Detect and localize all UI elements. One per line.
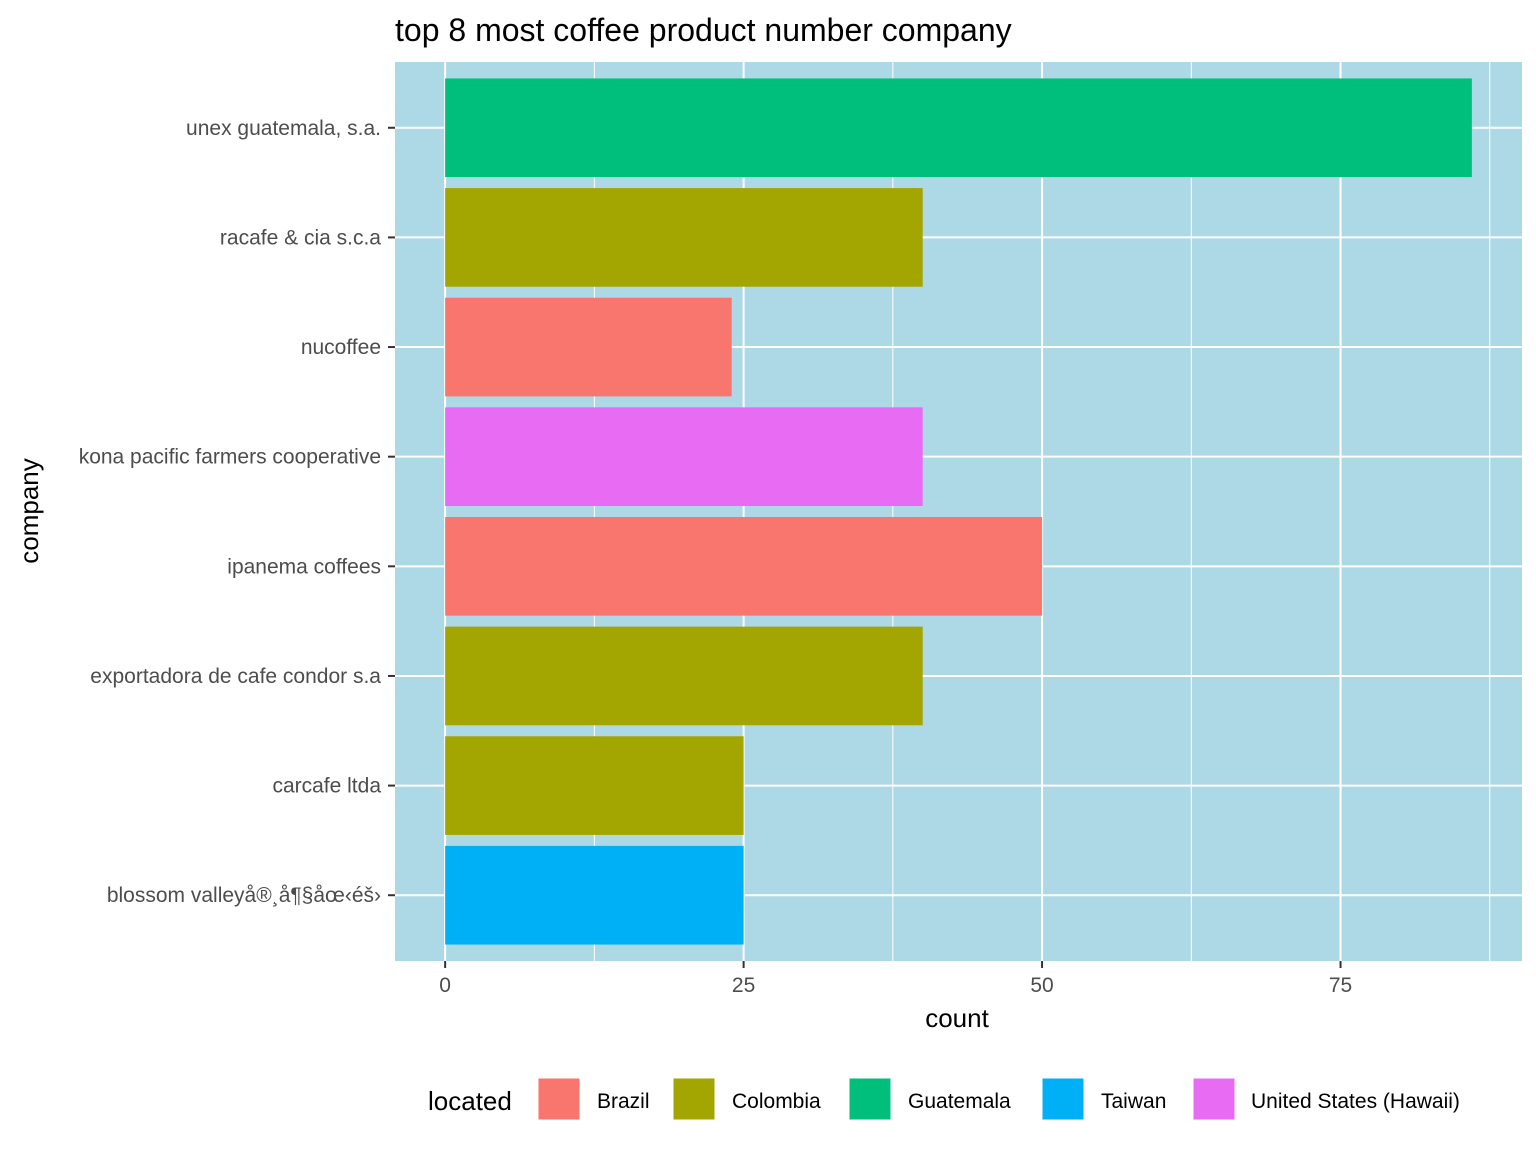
x-tick-label: 75 — [1329, 974, 1352, 997]
x-tick-label: 25 — [732, 974, 755, 997]
bars — [445, 78, 1472, 945]
legend-key — [1041, 1077, 1085, 1121]
bar — [445, 845, 744, 945]
bar — [445, 78, 1472, 178]
x-tick-label: 50 — [1030, 974, 1053, 997]
y-axis: unex guatemala, s.a. racafe & cia s.c.a nu… — [79, 117, 395, 907]
legend-title: located — [428, 1086, 512, 1116]
y-tick-label: carcafe ltda — [272, 775, 381, 798]
legend-key — [1192, 1077, 1236, 1121]
bar — [445, 626, 923, 726]
bar — [445, 736, 744, 835]
bar — [445, 188, 923, 287]
bar — [445, 407, 923, 507]
legend: located Brazil Colombia Guatemala Taiwan Uni… — [428, 1077, 1460, 1121]
y-axis-title: company — [14, 458, 44, 564]
x-tick-label: 0 — [439, 974, 451, 997]
x-axis: 0 25 50 75 — [439, 961, 1352, 997]
legend-label: Brazil — [597, 1090, 650, 1113]
y-tick-label: unex guatemala, s.a. — [186, 117, 381, 140]
y-tick-label: nucoffee — [301, 336, 381, 359]
y-tick-label: racafe & cia s.c.a — [220, 226, 381, 249]
y-tick-label: ipanema coffees — [227, 555, 381, 578]
bar — [445, 516, 1043, 616]
chart-title: top 8 most coffee product number company — [395, 12, 1012, 48]
legend-label: Colombia — [732, 1090, 821, 1113]
legend-label: Taiwan — [1101, 1090, 1166, 1113]
x-axis-title: count — [925, 1003, 989, 1033]
legend-key — [537, 1077, 581, 1121]
y-tick-label: exportadora de cafe condor s.a — [90, 665, 381, 688]
legend-label: Guatemala — [908, 1090, 1011, 1113]
y-tick-label: kona pacific farmers cooperative — [79, 446, 381, 469]
y-tick-label: blossom valleyå®¸å¶§åœ‹éš› — [107, 884, 381, 907]
legend-key — [672, 1077, 716, 1121]
bar — [445, 297, 732, 397]
legend-key — [848, 1077, 892, 1121]
legend-label: United States (Hawaii) — [1251, 1090, 1460, 1113]
